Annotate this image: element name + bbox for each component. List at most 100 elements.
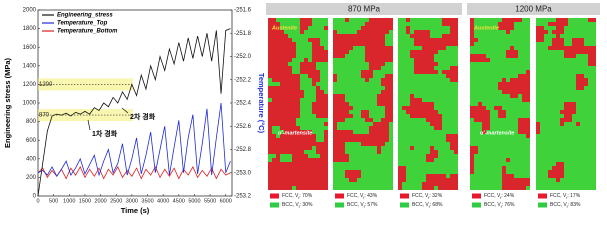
phase-cell: [345, 82, 349, 86]
phase-cell: [308, 38, 312, 42]
phase-cell: [426, 62, 430, 66]
phase-cell: [292, 174, 296, 178]
phase-cell: [544, 114, 548, 118]
phase-cell: [333, 178, 337, 182]
phase-cell: [337, 30, 341, 34]
phase-cell: [544, 150, 548, 154]
phase-cell: [316, 46, 320, 50]
phase-cell: [422, 122, 426, 126]
phase-cell: [510, 158, 514, 162]
phase-cell: [536, 166, 540, 170]
phase-cell: [588, 78, 592, 82]
phase-cell: [341, 158, 345, 162]
phase-cell: [296, 58, 300, 62]
phase-cell: [584, 74, 588, 78]
phase-cell: [308, 22, 312, 26]
phase-cell: [514, 74, 518, 78]
phase-cell: [446, 98, 450, 102]
phase-cell: [292, 126, 296, 130]
phase-cell: [572, 30, 576, 34]
phase-cell: [406, 122, 410, 126]
phase-cell: [345, 22, 349, 26]
phase-cell: [422, 162, 426, 166]
phase-cell: [385, 74, 389, 78]
phase-cell: [365, 54, 369, 58]
phase-cell: [410, 158, 414, 162]
phase-cell: [357, 90, 361, 94]
phase-cell: [365, 58, 369, 62]
phase-cell: [552, 118, 556, 122]
phase-cell: [544, 170, 548, 174]
phase-cell: [490, 26, 494, 30]
phase-cell: [572, 86, 576, 90]
phase-cell: [337, 34, 341, 38]
phase-cell: [410, 34, 414, 38]
phase-cell: [592, 62, 596, 66]
phase-legend-part: : 30%: [300, 202, 313, 208]
phase-cell: [312, 154, 316, 158]
phase-cell: [333, 82, 337, 86]
phase-cell: [333, 154, 337, 158]
phase-legend-part: FCC, V: [412, 193, 429, 199]
phase-cell: [308, 82, 312, 86]
phase-cell: [410, 174, 414, 178]
phase-cell: [316, 178, 320, 182]
phase-cell: [398, 142, 402, 146]
phase-cell: [434, 94, 438, 98]
phase-cell: [414, 134, 418, 138]
phase-cell: [540, 74, 544, 78]
phase-cell: [268, 62, 272, 66]
phase-cell: [556, 134, 560, 138]
phase-cell: [544, 90, 548, 94]
phase-cell: [288, 154, 292, 158]
phase-cell: [316, 182, 320, 186]
phase-cell: [470, 154, 474, 158]
phase-cell: [345, 130, 349, 134]
phase-cell: [536, 150, 540, 154]
phase-cell: [490, 158, 494, 162]
phase-cell: [446, 78, 450, 82]
phase-cell: [510, 26, 514, 30]
x-tick-label: 4500: [173, 198, 185, 204]
phase-cell: [442, 170, 446, 174]
phase-cell: [548, 106, 552, 110]
phase-cell: [316, 86, 320, 90]
phase-cell: [341, 186, 345, 190]
phase-cell: [333, 134, 337, 138]
phase-cell: [280, 186, 284, 190]
phase-cell: [361, 94, 365, 98]
phase-cell: [494, 138, 498, 142]
phase-cell: [478, 90, 482, 94]
phase-cell: [518, 26, 522, 30]
phase-cell: [333, 78, 337, 82]
annotation: 1차 경화: [92, 129, 118, 138]
phase-cell: [454, 58, 458, 62]
phase-cell: [402, 46, 406, 50]
phase-cell: [320, 70, 324, 74]
phase-cell: [402, 150, 406, 154]
phase-cell: [316, 110, 320, 114]
phase-cell: [357, 122, 361, 126]
phase-cell: [588, 174, 592, 178]
phase-cell: [576, 58, 580, 62]
phase-cell: [418, 134, 422, 138]
phase-cell: [510, 22, 514, 26]
phase-cell: [422, 130, 426, 134]
phase-cell: [522, 50, 526, 54]
phase-cell: [345, 126, 349, 130]
phase-cell: [498, 110, 502, 114]
phase-cell: [304, 42, 308, 46]
phase-cell: [572, 70, 576, 74]
phase-cell: [324, 94, 328, 98]
phase-cell: [576, 182, 580, 186]
phase-cell: [272, 58, 276, 62]
phase-cell: [361, 130, 365, 134]
phase-cell: [333, 106, 337, 110]
phase-cell: [572, 166, 576, 170]
phase-cell: [560, 166, 564, 170]
phase-cell: [410, 114, 414, 118]
phase-cell: [377, 126, 381, 130]
phase-cell: [588, 150, 592, 154]
phase-cell: [333, 122, 337, 126]
phase-cell: [514, 182, 518, 186]
